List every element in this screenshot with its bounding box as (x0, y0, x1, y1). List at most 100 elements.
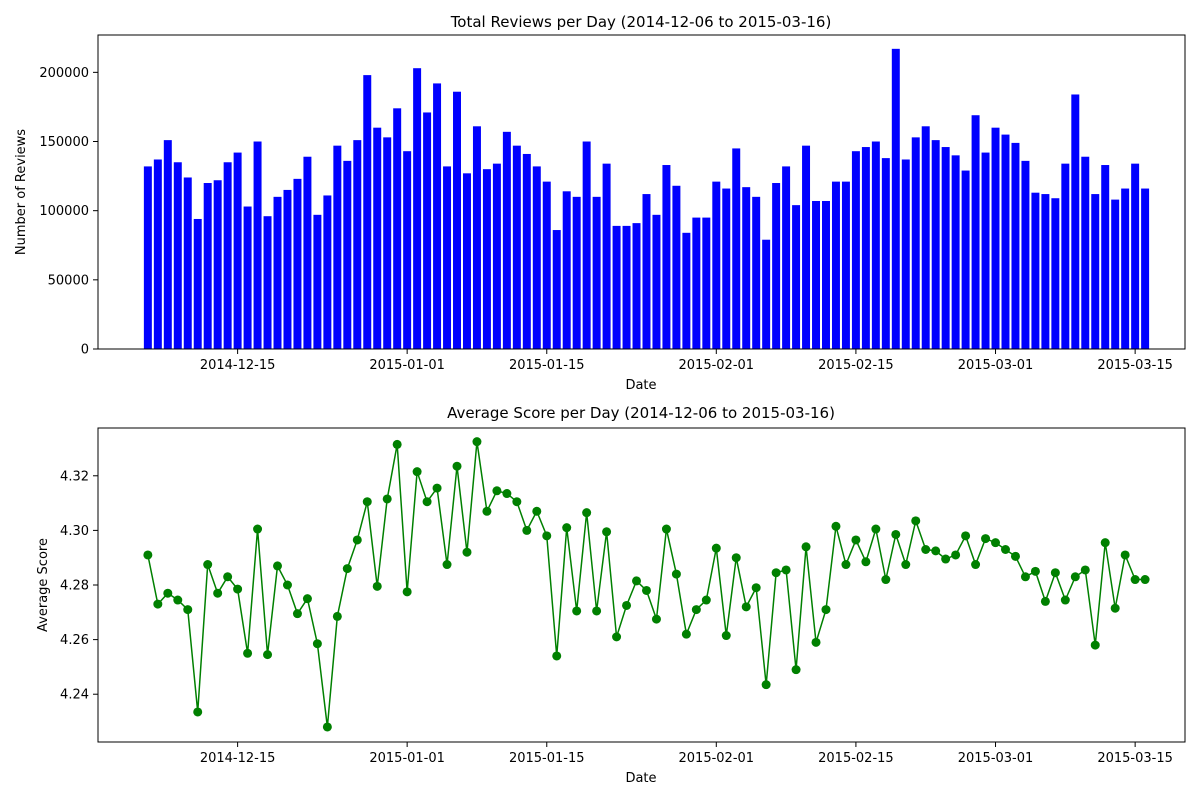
data-point (951, 550, 961, 560)
bar (782, 166, 791, 349)
data-point (871, 524, 881, 534)
data-point (173, 595, 183, 605)
x-axis-label: Date (625, 771, 656, 786)
data-point (362, 497, 372, 507)
bar (722, 188, 731, 349)
bar (562, 191, 571, 349)
data-point (302, 594, 312, 604)
bar (652, 214, 661, 349)
bar (542, 181, 551, 349)
bar (742, 187, 751, 349)
bar (931, 140, 940, 349)
bar (363, 75, 372, 350)
data-point (392, 439, 402, 449)
bar (313, 214, 322, 349)
data-point (472, 437, 482, 447)
data-point (861, 557, 871, 567)
data-point (781, 565, 791, 575)
bar (871, 141, 880, 349)
data-point (1070, 572, 1080, 582)
data-point (971, 560, 981, 570)
data-point (522, 525, 532, 535)
bar (1121, 188, 1130, 349)
y-tick-label: 4.32 (60, 469, 89, 484)
data-point (651, 614, 661, 624)
chart-title: Average Score per Day (2014-12-06 to 201… (447, 404, 835, 422)
data-point (442, 560, 452, 570)
data-point (203, 560, 213, 570)
y-tick-label: 4.24 (60, 688, 89, 703)
data-point (512, 497, 522, 507)
bar (253, 141, 262, 349)
data-point (452, 461, 462, 471)
bar (153, 159, 162, 349)
bar (951, 155, 960, 349)
x-tick-label: 2015-02-01 (679, 751, 755, 766)
x-tick-label: 2015-02-15 (818, 358, 894, 373)
bar (293, 178, 302, 349)
bar (353, 140, 362, 349)
reviews-bar-chart: Total Reviews per Day (2014-12-06 to 201… (14, 13, 1186, 393)
data-point (273, 561, 283, 571)
bar (1021, 160, 1030, 349)
data-point (193, 707, 203, 717)
data-point (213, 588, 223, 598)
x-tick-label: 2014-12-15 (200, 751, 276, 766)
data-point (941, 554, 951, 564)
data-point (981, 534, 991, 544)
bar (911, 137, 920, 349)
bar (193, 218, 202, 349)
bar (861, 147, 870, 349)
x-tick-label: 2015-02-15 (818, 751, 894, 766)
x-tick-label: 2015-03-15 (1097, 358, 1173, 373)
data-point (572, 606, 582, 616)
data-point (282, 580, 292, 590)
data-point (911, 516, 921, 526)
data-point (761, 680, 771, 690)
series-line (143, 437, 1150, 732)
x-tick-label: 2015-01-15 (509, 358, 585, 373)
data-point (931, 546, 941, 556)
data-point (1080, 565, 1090, 575)
bar (552, 230, 561, 349)
chart-title: Total Reviews per Day (2014-12-06 to 201… (450, 13, 832, 31)
y-tick-label: 4.28 (60, 579, 89, 594)
data-point (592, 606, 602, 616)
bar (901, 159, 910, 349)
bar (881, 158, 890, 349)
bar (393, 108, 402, 349)
score-line-chart: Average Score per Day (2014-12-06 to 201… (36, 404, 1186, 786)
data-point (312, 639, 322, 649)
bar (891, 48, 900, 349)
bar (383, 137, 392, 349)
data-point (1110, 603, 1120, 613)
data-point (502, 489, 512, 499)
bar (1071, 94, 1080, 349)
bar (812, 200, 821, 349)
bar (592, 196, 601, 349)
bar (831, 181, 840, 349)
bar (403, 151, 412, 349)
data-point (851, 535, 861, 545)
data-point (432, 483, 442, 493)
bar (622, 225, 631, 349)
bar (572, 196, 581, 349)
x-axis-ticks: 2014-12-15 2015-01-01 2015-01-15 2015-02-01… (200, 349, 1173, 373)
data-point (322, 722, 332, 732)
bar (443, 166, 452, 349)
y-tick-label: 4.30 (60, 524, 89, 539)
bar (472, 126, 481, 349)
data-point (791, 665, 801, 675)
bar (921, 126, 930, 349)
bar (632, 223, 641, 349)
bar (1111, 199, 1120, 349)
bar (283, 189, 292, 349)
y-axis-ticks: 4.24 4.26 4.28 4.30 4.32 (60, 469, 98, 703)
bar (183, 177, 192, 349)
bar (433, 83, 442, 350)
data-point (961, 531, 971, 541)
data-point (422, 497, 432, 507)
bar (323, 195, 332, 349)
bar (582, 141, 591, 349)
